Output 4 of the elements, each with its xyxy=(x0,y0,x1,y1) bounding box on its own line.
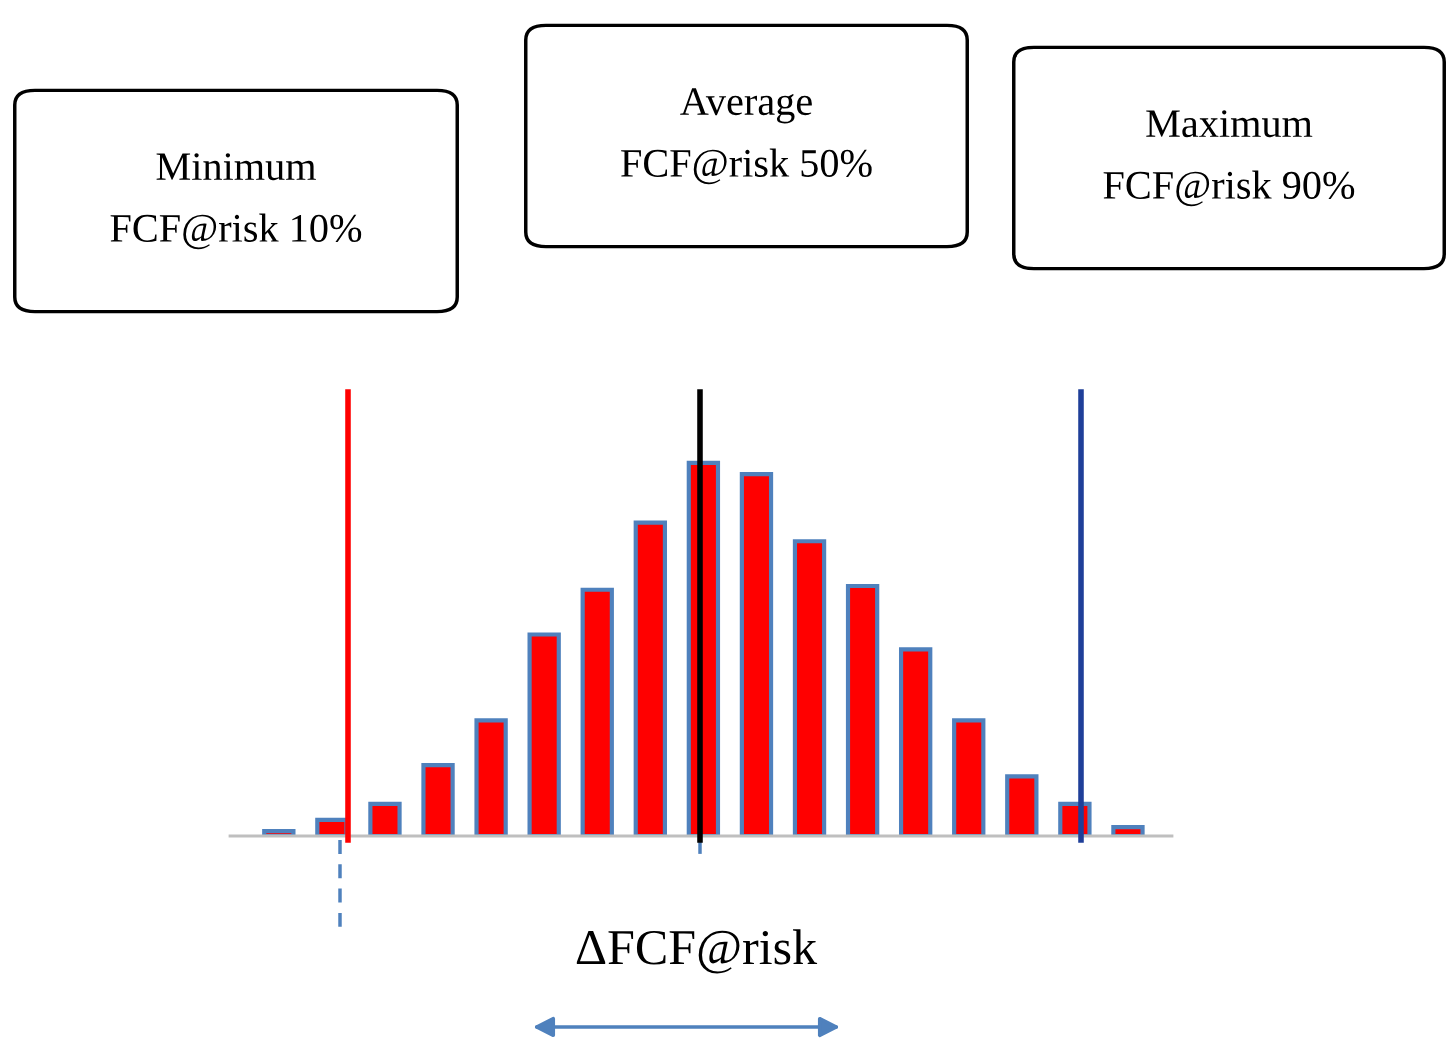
text: Minimum FCF@risk 10% xyxy=(110,153,362,250)
text: Average FCF@risk 50% xyxy=(621,88,872,185)
text: ΔFCF@risk xyxy=(576,929,818,974)
text: Maximum FCF@risk 90% xyxy=(1103,110,1355,207)
